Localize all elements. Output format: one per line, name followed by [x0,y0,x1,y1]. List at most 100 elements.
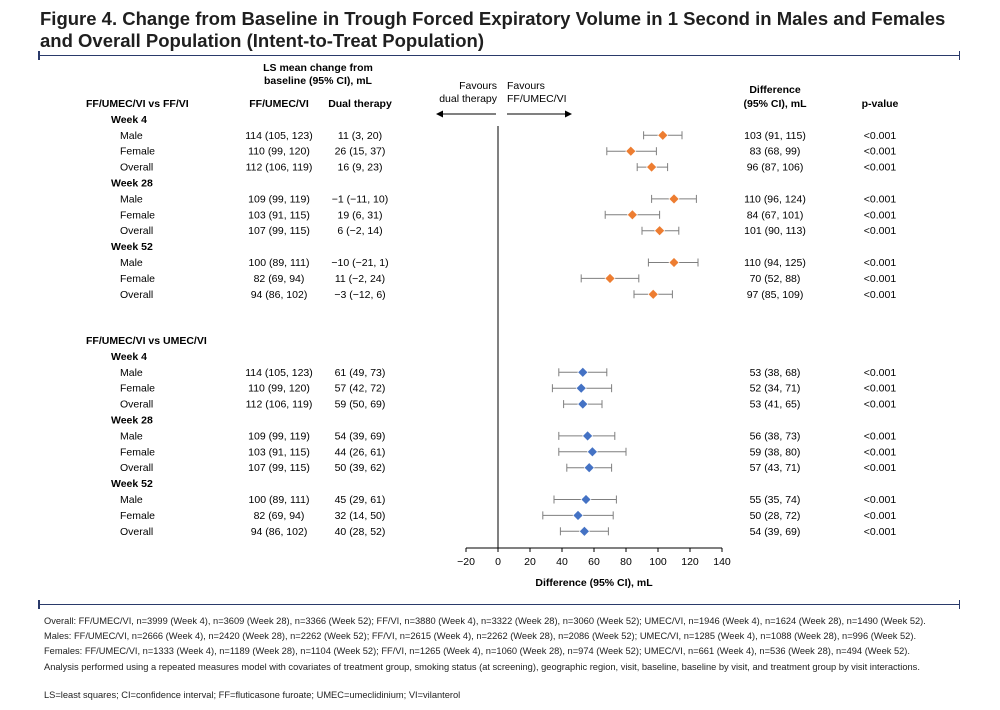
point-estimate-diamond [575,382,587,394]
forest-plot: LS mean change from baseline (95% CI), m… [86,62,899,589]
favours-right-line1: Favours [507,80,545,92]
difference-value: 83 (68, 99) [750,146,801,158]
difference-value: 53 (38, 68) [750,367,801,379]
week-label: Week 4 [111,114,147,126]
subgroup-label: Male [120,257,143,269]
favours-left-line1: Favours [459,80,497,92]
p-value: <0.001 [864,383,897,395]
point-estimate-diamond [626,209,638,221]
p-value: <0.001 [864,146,897,158]
x-tick-label: 140 [713,556,731,568]
p-value: <0.001 [864,289,897,301]
favours-left-line2: dual therapy [439,93,498,105]
point-estimate-diamond [657,129,669,141]
difference-value: 84 (67, 101) [747,209,804,221]
comparator-ls-mean: 26 (15, 37) [335,146,386,158]
point-estimate-diamond [668,257,680,268]
top-rule [38,51,960,60]
point-estimate-diamond [604,272,616,284]
abbreviations: LS=least squares; CI=confidence interval… [44,690,461,700]
footnote-analysis: Analysis performed using a repeated meas… [44,661,920,672]
p-value: <0.001 [864,193,897,205]
footnote-males: Males: FF/UMEC/VI, n=2666 (Week 4), n=24… [44,631,917,642]
difference-value: 56 (38, 73) [750,430,801,442]
p-value: <0.001 [864,510,897,522]
footnote-females: Females: FF/UMEC/VI, n=1333 (Week 4), n=… [44,646,910,657]
subgroup-label: Overall [120,289,153,301]
comparator-ls-mean: −3 (−12, 6) [334,289,385,301]
difference-value: 110 (94, 125) [744,257,806,269]
active-ls-mean: 100 (89, 111) [249,257,310,269]
active-ls-mean: 103 (91, 115) [248,446,310,458]
p-value: <0.001 [864,399,897,411]
subgroup-label: Overall [120,162,153,174]
active-ls-mean: 107 (99, 115) [248,462,310,474]
active-ls-mean: 107 (99, 115) [248,225,310,237]
subgroup-label: Overall [120,462,153,474]
subgroup-label: Female [120,446,155,458]
subgroup-label: Overall [120,399,153,411]
point-estimate-diamond [647,288,659,300]
p-value: <0.001 [864,367,897,379]
favours-left-arrow [436,110,496,118]
subgroup-label: Female [120,146,155,158]
x-tick-label: 80 [620,556,632,568]
subgroup-label: Overall [120,225,153,237]
active-ls-mean: 82 (69, 94) [254,273,305,285]
difference-value: 57 (43, 71) [750,462,801,474]
active-ls-mean: 100 (89, 111) [249,494,310,506]
p-value: <0.001 [864,257,897,269]
subgroup-label: Female [120,383,155,395]
active-ls-mean: 114 (105, 123) [245,130,313,142]
p-value: <0.001 [864,462,897,474]
comparator-ls-mean: 16 (9, 23) [338,162,383,174]
footnote-overall: Overall: FF/UMEC/VI, n=3999 (Week 4), n=… [44,616,926,626]
difference-value: 50 (28, 72) [750,510,801,522]
favours-right-arrow [507,110,572,118]
point-estimate-diamond [583,462,595,474]
difference-value: 55 (35, 74) [750,494,801,506]
subgroup-label: Female [120,273,155,285]
comparator-ls-mean: 11 (3, 20) [338,130,382,142]
active-ls-mean: 110 (99, 120) [248,146,310,158]
subgroup-label: Male [120,367,143,379]
comparator-ls-mean: 61 (49, 73) [335,367,386,379]
col-header-comparator: Dual therapy [328,98,392,110]
comparator-ls-mean: 57 (42, 72) [335,383,386,395]
difference-value: 53 (41, 65) [750,399,801,411]
difference-value: 52 (34, 71) [750,383,801,395]
p-value: <0.001 [864,130,897,142]
point-estimate-diamond [572,509,584,521]
active-ls-mean: 110 (99, 120) [248,383,310,395]
active-ls-mean: 94 (86, 102) [251,526,308,538]
point-estimate-diamond [586,446,598,458]
bottom-rule [38,600,960,609]
p-value: <0.001 [864,209,897,221]
pvalue-header: p-value [862,98,899,110]
group-label: FF/UMEC/VI vs UMEC/VI [86,335,207,347]
point-estimate-diamond [578,525,590,537]
figure-title: Figure 4. Change from Baseline in Trough… [40,8,946,51]
difference-value: 97 (85, 109) [747,289,804,301]
p-value: <0.001 [864,526,897,538]
active-ls-mean: 109 (99, 119) [248,193,310,205]
ls-mean-header-line2: baseline (95% CI), mL [264,75,373,87]
x-tick-label: 0 [495,556,501,568]
comparator-ls-mean: 59 (50, 69) [335,399,386,411]
difference-value: 70 (52, 88) [750,273,801,285]
x-tick-label: 100 [649,556,667,568]
subgroup-label: Male [120,193,143,205]
p-value: <0.001 [864,494,897,506]
comparator-ls-mean: −10 (−21, 1) [331,257,388,269]
difference-header-line2: (95% CI), mL [743,98,807,110]
week-label: Week 4 [111,351,147,363]
active-ls-mean: 114 (105, 123) [245,367,313,379]
difference-value: 54 (39, 69) [750,526,801,538]
p-value: <0.001 [864,273,897,285]
point-estimate-diamond [646,161,658,173]
comparator-ls-mean: 19 (6, 31) [338,209,383,221]
comparator-ls-mean: 54 (39, 69) [335,430,386,442]
week-label: Week 52 [111,478,153,490]
point-estimate-diamond [625,145,637,157]
x-axis-title: Difference (95% CI), mL [535,577,653,589]
